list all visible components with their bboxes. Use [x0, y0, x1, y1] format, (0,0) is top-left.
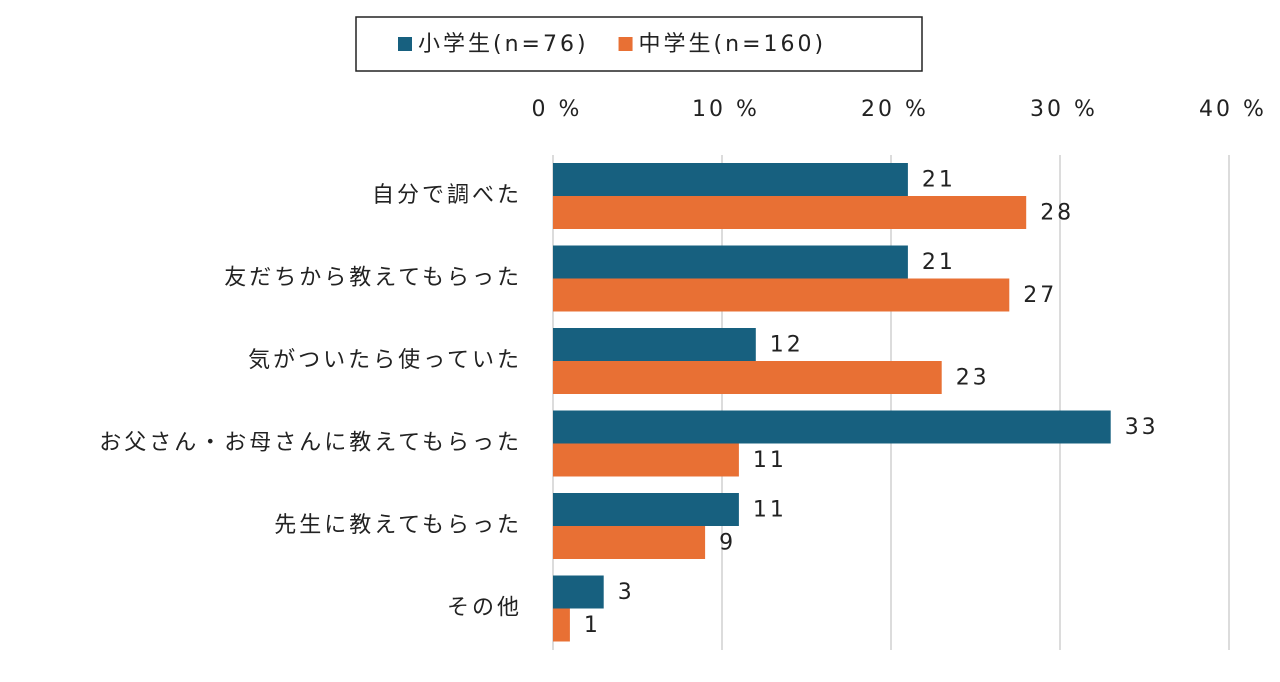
bar: [553, 328, 756, 361]
bar: [553, 163, 908, 196]
y-tick-label: 友だちから教えてもらった: [224, 266, 522, 291]
legend-box: [355, 16, 923, 72]
x-tick-label: 30 %: [1030, 97, 1098, 122]
bar: [553, 196, 1027, 229]
bar: [553, 526, 706, 559]
value-label: 21: [922, 168, 956, 193]
legend-swatch: [398, 37, 412, 51]
legend-label: 小学生(n=76): [418, 32, 589, 57]
y-tick-label: 先生に教えてもらった: [274, 513, 522, 538]
y-tick-label: 自分で調べた: [372, 183, 522, 208]
bar: [553, 575, 604, 609]
x-tick-label: 20 %: [861, 97, 929, 122]
bar: [553, 443, 739, 477]
value-label: 21: [922, 250, 956, 275]
value-label: 23: [956, 366, 990, 391]
value-label: 1: [584, 613, 601, 638]
value-label: 12: [770, 333, 804, 358]
bar: [553, 410, 1111, 444]
x-tick-label: 0 %: [532, 97, 583, 122]
legend-swatch: [618, 37, 633, 51]
value-label: 33: [1125, 415, 1159, 440]
value-label: 3: [618, 580, 635, 605]
x-tick-label: 40 %: [1199, 97, 1267, 122]
value-label: 27: [1023, 283, 1057, 308]
y-tick-label: 気がついたら使っていた: [248, 348, 522, 373]
bar: [553, 245, 908, 279]
x-tick-label: 10 %: [692, 97, 760, 122]
value-label: 11: [753, 498, 787, 523]
bar: [553, 278, 1010, 312]
bar: [553, 608, 570, 642]
value-label: 28: [1040, 201, 1074, 226]
bar: [553, 361, 942, 394]
bar: [553, 493, 739, 526]
value-label: 11: [753, 448, 787, 473]
value-label: 9: [719, 531, 736, 556]
legend-label: 中学生(n=160): [639, 32, 827, 57]
y-tick-label: その他: [447, 596, 522, 621]
y-tick-label: お父さん・お母さんに教えてもらった: [99, 431, 522, 456]
